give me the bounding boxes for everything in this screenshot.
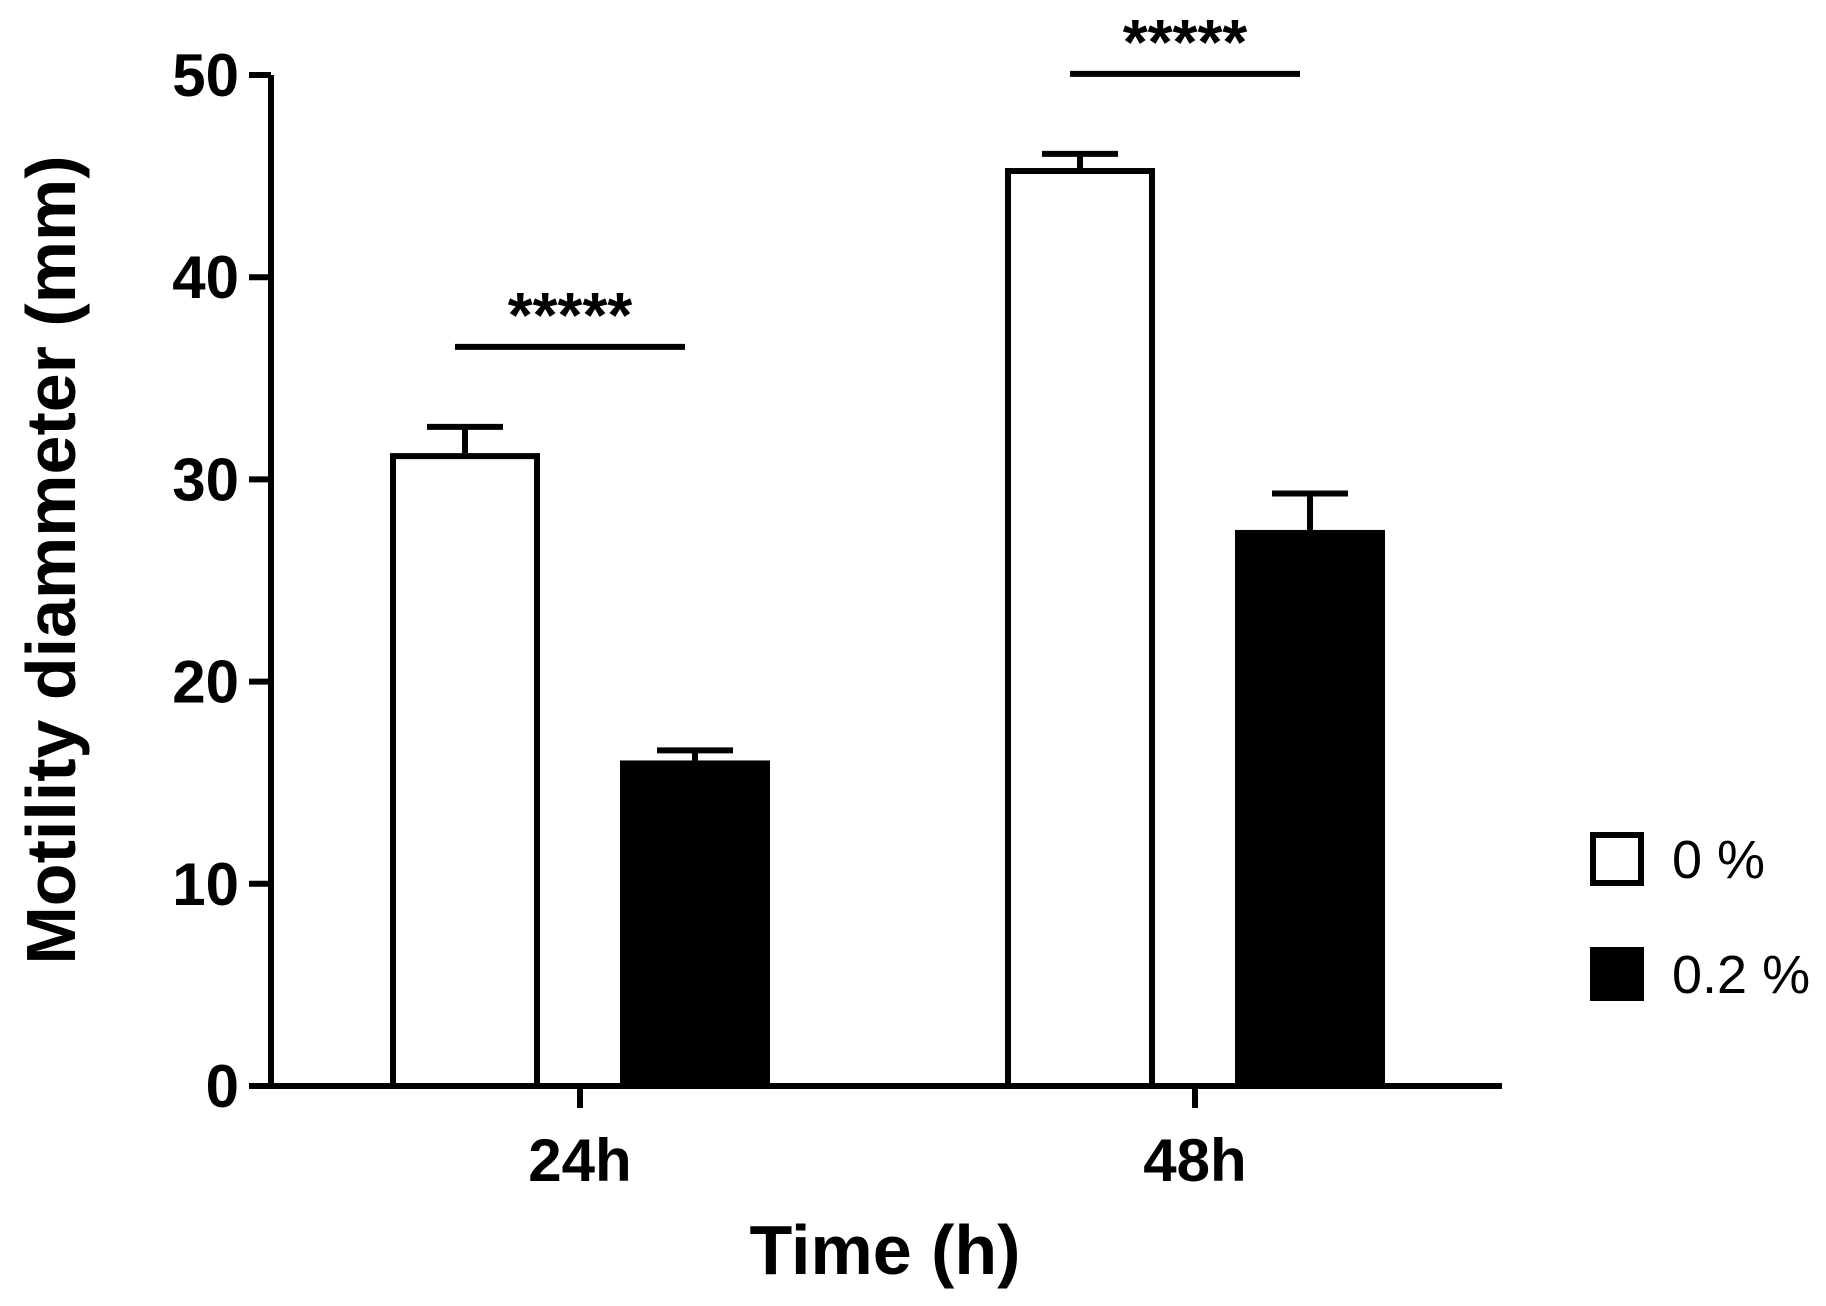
- legend-swatch: [1590, 832, 1644, 886]
- y-tick-label: 10: [172, 851, 239, 918]
- y-tick-label: 50: [172, 42, 239, 109]
- y-axis: 0 10 20 30 40 50: [172, 42, 274, 1120]
- error-bars: [427, 150, 1348, 761]
- bar: [390, 453, 540, 1089]
- bars: [390, 168, 1385, 1089]
- bar: [1005, 168, 1155, 1089]
- x-axis: 24h 48h: [268, 1083, 1502, 1194]
- legend-swatch: [1590, 947, 1644, 1001]
- y-tick-label: 0: [206, 1053, 239, 1120]
- significance-annotations: ***** *****: [455, 6, 1300, 351]
- y-tick-label: 20: [172, 649, 239, 716]
- legend-label: 0 %: [1672, 830, 1765, 890]
- significance-label: *****: [508, 279, 633, 351]
- x-axis-title: Time (h): [750, 1211, 1021, 1289]
- legend: 0 % 0.2 %: [1590, 830, 1810, 1005]
- y-axis-title: Motility diammeter (mm): [12, 156, 90, 965]
- y-tick-label: 40: [172, 244, 239, 311]
- bar: [1235, 529, 1385, 1089]
- bar: [620, 760, 770, 1089]
- x-tick-label: 48h: [1143, 1127, 1246, 1194]
- y-tick-label: 30: [172, 446, 239, 513]
- significance-label: *****: [1123, 6, 1248, 78]
- legend-label: 0.2 %: [1672, 945, 1810, 1005]
- x-tick-label: 24h: [528, 1127, 631, 1194]
